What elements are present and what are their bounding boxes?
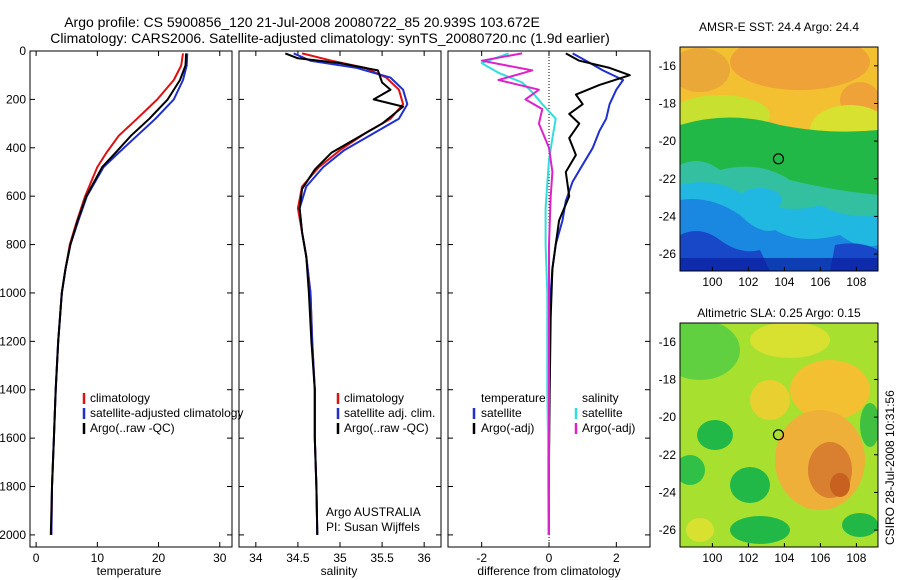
map-x-tick-label: 104 bbox=[774, 275, 794, 289]
difference-xlabel: difference from climatology bbox=[477, 564, 620, 578]
x-tick-label: 30 bbox=[213, 551, 227, 565]
map-x-tick-label: 102 bbox=[738, 275, 758, 289]
series-line-red bbox=[50, 53, 184, 535]
series-line-magenta bbox=[480, 52, 554, 535]
map-y-tick-label: -16 bbox=[659, 59, 677, 73]
x-tick-label: 35.5 bbox=[370, 551, 394, 565]
y-tick-label: 800 bbox=[6, 238, 26, 252]
series-line-cyan bbox=[480, 52, 557, 535]
x-tick-label: 36 bbox=[417, 551, 431, 565]
sla-argo-location-marker bbox=[772, 429, 785, 441]
map-x-tick-label: 106 bbox=[810, 551, 830, 565]
y-tick-label: 200 bbox=[6, 92, 26, 106]
map-x-tick-label: 106 bbox=[810, 275, 830, 289]
y-tick-label: 1800 bbox=[0, 480, 26, 494]
map-y-tick-label: -18 bbox=[659, 372, 677, 386]
x-tick-label: 10 bbox=[91, 551, 105, 565]
y-tick-label: 600 bbox=[6, 189, 26, 203]
difference-legend-salinity-title: salinity bbox=[582, 391, 619, 405]
y-tick-label: 400 bbox=[6, 141, 26, 155]
salinity-legend: climatology satellite adj. clim. Argo(..… bbox=[336, 391, 435, 435]
temperature-legend-climatology: climatology bbox=[90, 391, 150, 405]
x-tick-label: 35 bbox=[333, 551, 347, 565]
y-tick-label: 1000 bbox=[0, 286, 26, 300]
series-line-black bbox=[49, 53, 188, 535]
y-tick-label: 0 bbox=[19, 44, 26, 58]
difference-legend-sal-argo: Argo(-adj) bbox=[582, 421, 635, 435]
series-line-blue bbox=[548, 52, 625, 535]
temperature-xlabel: temperature bbox=[97, 564, 162, 578]
map-y-tick-label: -22 bbox=[659, 448, 677, 462]
difference-legend-temp-argo: Argo(-adj) bbox=[481, 421, 534, 435]
difference-legend-temp-satellite: satellite bbox=[481, 406, 522, 420]
salinity-legend-argo: Argo(..raw -QC) bbox=[344, 421, 429, 435]
salinity-legend-climatology: climatology bbox=[344, 391, 404, 405]
map-x-tick-label: 102 bbox=[738, 551, 758, 565]
sst-map-frame bbox=[679, 46, 879, 272]
map-y-tick-label: -26 bbox=[659, 247, 677, 261]
map-y-tick-label: -20 bbox=[659, 134, 677, 148]
x-tick-label: -2 bbox=[476, 551, 487, 565]
csiro-timestamp: CSIRO 28-Jul-2008 10:31:56 bbox=[883, 390, 897, 545]
y-tick-label: 1600 bbox=[0, 431, 26, 445]
salinity-plot-frame bbox=[238, 50, 442, 548]
x-tick-label: 34 bbox=[249, 551, 263, 565]
temperature-legend-argo: Argo(..raw -QC) bbox=[90, 421, 175, 435]
salinity-panel: 34 34.5 35 35.5 36 salinity climatology sate… bbox=[238, 50, 442, 578]
map-y-tick-label: -18 bbox=[659, 96, 677, 110]
map-y-tick-label: -24 bbox=[659, 485, 677, 499]
series-line-blue bbox=[50, 53, 189, 535]
difference-legend: temperature salinity satellite Argo(-adj… bbox=[472, 391, 635, 435]
map-x-tick-label: 100 bbox=[702, 551, 722, 565]
map-y-tick-label: -26 bbox=[659, 523, 677, 537]
series-line-black bbox=[548, 52, 631, 535]
series-line-blue bbox=[293, 52, 409, 535]
temperature-legend-satellite: satellite-adjusted climatology bbox=[90, 406, 243, 420]
temperature-legend: climatology satellite-adjusted climatolo… bbox=[82, 391, 243, 435]
sla-map-panel: Altimetric SLA: 0.25 Argo: 0.15 100 102 10… bbox=[659, 306, 879, 565]
map-y-tick-label: -20 bbox=[659, 410, 677, 424]
x-tick-label: 0 bbox=[33, 551, 40, 565]
x-tick-label: 2 bbox=[613, 551, 620, 565]
sst-argo-location-marker bbox=[772, 153, 785, 165]
sst-map-panel: AMSR-E SST: 24.4 Argo: 24.4 100 102 104 106… bbox=[659, 20, 879, 289]
x-tick-label: 20 bbox=[152, 551, 166, 565]
difference-legend-sal-satellite: satellite bbox=[582, 406, 623, 420]
map-x-tick-label: 108 bbox=[846, 551, 866, 565]
map-y-tick-label: -24 bbox=[659, 209, 677, 223]
x-tick-label: 34.5 bbox=[286, 551, 310, 565]
figure-title-line2: Climatology: CARS2006. Satellite-adjuste… bbox=[50, 30, 610, 46]
sla-heatmap bbox=[680, 323, 878, 547]
map-y-tick-label: -22 bbox=[659, 172, 677, 186]
salinity-xlabel: salinity bbox=[321, 564, 358, 578]
series-line-black bbox=[284, 52, 405, 535]
salinity-annotation-line2: PI: Susan Wijffels bbox=[326, 520, 420, 534]
temperature-plot-frame bbox=[29, 50, 233, 548]
map-x-tick-label: 104 bbox=[774, 551, 794, 565]
y-tick-label: 1200 bbox=[0, 334, 26, 348]
sst-map-title: AMSR-E SST: 24.4 Argo: 24.4 bbox=[699, 20, 859, 34]
salinity-annotation-line1: Argo AUSTRALIA bbox=[326, 505, 421, 519]
difference-legend-temperature-title: temperature bbox=[481, 391, 546, 405]
map-y-tick-label: -16 bbox=[659, 335, 677, 349]
figure-title-line1: Argo profile: CS 5900856_120 21-Jul-2008… bbox=[64, 14, 540, 30]
temperature-panel: 0 10 20 30 0 200 400 600 800 1000 1200 1400 1600 1800… bbox=[0, 44, 243, 578]
difference-panel: -2 0 2 difference from climatology tempera… bbox=[447, 50, 651, 578]
map-x-tick-label: 100 bbox=[702, 275, 722, 289]
salinity-legend-satellite: satellite adj. clim. bbox=[344, 406, 435, 420]
y-tick-label: 1400 bbox=[0, 383, 26, 397]
sla-map-frame bbox=[679, 322, 879, 548]
map-x-tick-label: 108 bbox=[846, 275, 866, 289]
sst-heatmap bbox=[680, 47, 878, 271]
sla-map-title: Altimetric SLA: 0.25 Argo: 0.15 bbox=[697, 306, 861, 320]
x-tick-label: 0 bbox=[546, 551, 553, 565]
y-tick-label: 2000 bbox=[0, 528, 26, 542]
